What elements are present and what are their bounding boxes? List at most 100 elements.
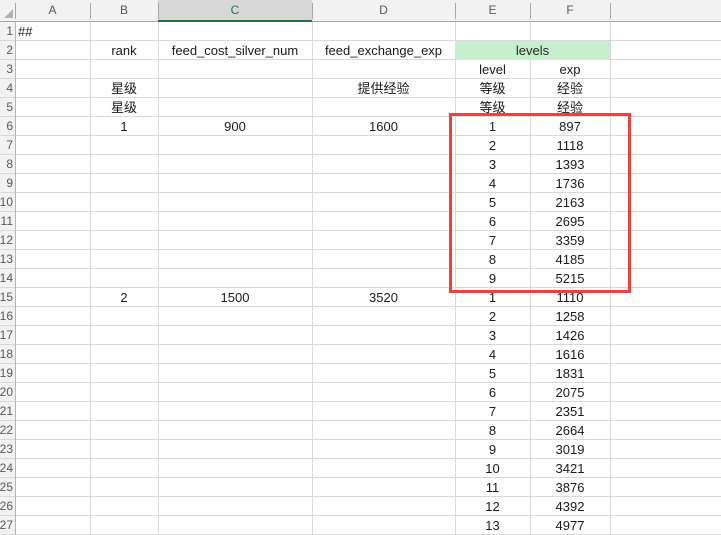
select-all-corner[interactable] bbox=[0, 0, 15, 22]
cell-F15[interactable]: 1110 bbox=[556, 290, 584, 305]
cell-E23[interactable]: 9 bbox=[488, 442, 497, 457]
row-header-19[interactable]: 19 bbox=[0, 364, 15, 383]
column-header-A[interactable]: A bbox=[48, 3, 57, 17]
column-header-F[interactable]: F bbox=[566, 3, 574, 17]
cell-F14[interactable]: 5215 bbox=[555, 271, 585, 286]
cell-F26[interactable]: 4392 bbox=[555, 499, 585, 514]
cell-E19[interactable]: 5 bbox=[488, 366, 497, 381]
cell-E14[interactable]: 9 bbox=[488, 271, 497, 286]
cell-E26[interactable]: 12 bbox=[485, 499, 500, 514]
cell-E22[interactable]: 8 bbox=[488, 423, 497, 438]
cell-E5[interactable]: 等级 bbox=[479, 100, 506, 115]
cell-F5[interactable]: 经验 bbox=[556, 100, 583, 115]
cell-D6[interactable]: 1600 bbox=[369, 119, 398, 134]
cell-F4[interactable]: 经验 bbox=[556, 81, 583, 96]
cell-E20[interactable]: 6 bbox=[488, 385, 497, 400]
cell-E6[interactable]: 1 bbox=[488, 119, 497, 134]
cell-E2-F2-merged[interactable]: levels bbox=[455, 41, 610, 60]
cell-E3[interactable]: level bbox=[479, 62, 506, 77]
row-header-17[interactable]: 17 bbox=[0, 326, 15, 345]
cell-B15[interactable]: 2 bbox=[120, 290, 128, 305]
cell-A1[interactable]: ## bbox=[18, 24, 33, 39]
cell-F10[interactable]: 2163 bbox=[555, 195, 585, 210]
cell-F11[interactable]: 2695 bbox=[555, 214, 585, 229]
row-header-5[interactable]: 5 bbox=[0, 98, 15, 117]
row-header-6[interactable]: 6 bbox=[0, 117, 15, 136]
cell-D15[interactable]: 3520 bbox=[369, 290, 398, 305]
cell-E13[interactable]: 8 bbox=[488, 252, 497, 267]
cell-E27[interactable]: 13 bbox=[485, 518, 500, 533]
row-header-8[interactable]: 8 bbox=[0, 155, 15, 174]
cell-F18[interactable]: 1616 bbox=[555, 347, 585, 362]
cell-C15[interactable]: 1500 bbox=[220, 290, 250, 305]
row-header-14[interactable]: 14 bbox=[0, 269, 15, 288]
gridline bbox=[0, 344, 721, 345]
cell-F12[interactable]: 3359 bbox=[555, 233, 585, 248]
cell-D2[interactable]: feed_exchange_exp bbox=[324, 43, 443, 58]
column-header-B[interactable]: B bbox=[119, 3, 128, 17]
cell-E17[interactable]: 3 bbox=[488, 328, 497, 343]
cell-F22[interactable]: 2664 bbox=[555, 423, 585, 438]
cell-F24[interactable]: 3421 bbox=[555, 461, 585, 476]
cell-F16[interactable]: 1258 bbox=[555, 309, 585, 324]
column-header-D[interactable]: D bbox=[379, 3, 388, 17]
cell-D4[interactable]: 提供经验 bbox=[357, 81, 410, 96]
cell-F21[interactable]: 2351 bbox=[555, 404, 585, 419]
cell-B6[interactable]: 1 bbox=[120, 119, 128, 134]
cell-F25[interactable]: 3876 bbox=[555, 480, 585, 495]
cell-E8[interactable]: 3 bbox=[488, 157, 497, 172]
row-header-15[interactable]: 15 bbox=[0, 288, 15, 307]
row-header-21[interactable]: 21 bbox=[0, 402, 15, 421]
cell-E11[interactable]: 6 bbox=[488, 214, 497, 229]
row-header-3[interactable]: 3 bbox=[0, 60, 15, 79]
cell-F3[interactable]: exp bbox=[559, 62, 581, 77]
row-header-20[interactable]: 20 bbox=[0, 383, 15, 402]
row-header-26[interactable]: 26 bbox=[0, 497, 15, 516]
row-header-2[interactable]: 2 bbox=[0, 41, 15, 60]
cell-F8[interactable]: 1393 bbox=[555, 157, 585, 172]
row-header-22[interactable]: 22 bbox=[0, 421, 15, 440]
cell-E18[interactable]: 4 bbox=[488, 347, 497, 362]
cell-F20[interactable]: 2075 bbox=[555, 385, 585, 400]
row-header-16[interactable]: 16 bbox=[0, 307, 15, 326]
row-header-23[interactable]: 23 bbox=[0, 440, 15, 459]
cell-E12[interactable]: 7 bbox=[488, 233, 497, 248]
cell-F6[interactable]: 897 bbox=[559, 119, 581, 134]
cell-F19[interactable]: 1831 bbox=[555, 366, 585, 381]
column-header-C[interactable]: C bbox=[158, 0, 312, 22]
cell-E4[interactable]: 等级 bbox=[479, 81, 506, 96]
cell-E25[interactable]: 11 bbox=[485, 480, 500, 495]
cell-E7[interactable]: 2 bbox=[488, 138, 497, 153]
row-header-27[interactable]: 27 bbox=[0, 516, 15, 535]
cell-B4[interactable]: 星级 bbox=[110, 81, 137, 96]
row-header-10[interactable]: 10 bbox=[0, 193, 15, 212]
cell-F27[interactable]: 4977 bbox=[555, 518, 585, 533]
cell-F13[interactable]: 4185 bbox=[555, 252, 585, 267]
cell-E16[interactable]: 2 bbox=[488, 309, 497, 324]
column-header-E[interactable]: E bbox=[488, 3, 497, 17]
cell-B5[interactable]: 星级 bbox=[110, 100, 137, 115]
row-header-7[interactable]: 7 bbox=[0, 136, 15, 155]
cell-F7[interactable]: 1118 bbox=[556, 138, 584, 153]
row-header-1[interactable]: 1 bbox=[0, 22, 15, 41]
row-header-25[interactable]: 25 bbox=[0, 478, 15, 497]
row-header-18[interactable]: 18 bbox=[0, 345, 15, 364]
cell-E24[interactable]: 10 bbox=[485, 461, 500, 476]
cell-E9[interactable]: 4 bbox=[488, 176, 497, 191]
cell-B2[interactable]: rank bbox=[111, 43, 137, 58]
cell-E10[interactable]: 5 bbox=[488, 195, 497, 210]
cell-C6[interactable]: 900 bbox=[224, 119, 246, 134]
cell-F23[interactable]: 3019 bbox=[555, 442, 585, 457]
row-header-24[interactable]: 24 bbox=[0, 459, 15, 478]
row-header-4[interactable]: 4 bbox=[0, 79, 15, 98]
cell-C2[interactable]: feed_cost_silver_num bbox=[171, 43, 299, 58]
cell-F9[interactable]: 1736 bbox=[555, 176, 585, 191]
row-header-11[interactable]: 11 bbox=[0, 212, 15, 231]
cell-E21[interactable]: 7 bbox=[488, 404, 497, 419]
column-header-separator bbox=[610, 3, 611, 19]
row-header-9[interactable]: 9 bbox=[0, 174, 15, 193]
row-header-13[interactable]: 13 bbox=[0, 250, 15, 269]
cell-E15[interactable]: 1 bbox=[488, 290, 497, 305]
row-header-12[interactable]: 12 bbox=[0, 231, 15, 250]
cell-F17[interactable]: 1426 bbox=[555, 328, 585, 343]
